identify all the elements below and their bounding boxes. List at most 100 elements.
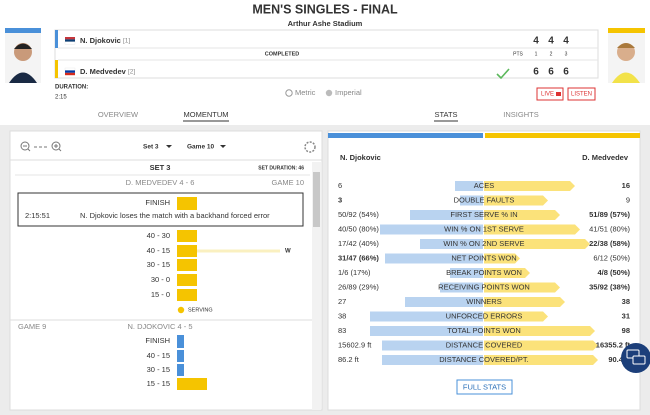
event-text: N. Djokovic loses the match with a backh… — [80, 211, 270, 220]
zoom-control[interactable] — [20, 141, 62, 152]
game-score: D. MEDVEDEV 4 - 6 — [126, 178, 195, 187]
stat-value: 90.4 ft — [608, 355, 630, 364]
settings-icon[interactable] — [304, 141, 316, 153]
player-photo — [608, 28, 645, 83]
player-marker — [55, 60, 58, 78]
title: MEN'S SINGLES - FINAL — [252, 2, 398, 16]
stat-bar — [370, 326, 483, 336]
unit-option[interactable]: Imperial — [335, 88, 362, 97]
stat-bar — [484, 282, 560, 293]
point-score: 30 - 15 — [147, 260, 170, 269]
column-header: 2 — [550, 51, 553, 57]
player-name: N. Djokovic — [80, 36, 121, 45]
stat-value: 3 — [338, 195, 342, 204]
stat-label: DISTANCE COVERED — [446, 340, 523, 349]
button-label[interactable]: LISTEN — [571, 92, 592, 98]
column-header: 3 — [565, 51, 568, 57]
point-bar — [177, 378, 207, 390]
stat-bar — [484, 253, 520, 264]
stat-bar — [460, 195, 483, 206]
stat-bar — [380, 224, 483, 235]
stat-bar — [484, 195, 548, 206]
point-score: 15 - 15 — [147, 379, 170, 388]
stat-value: 26/89 (29%) — [338, 282, 379, 291]
stat-value: 98 — [622, 326, 630, 335]
flag — [64, 37, 76, 45]
point-score: 30 - 15 — [147, 365, 170, 374]
stat-bar — [385, 253, 483, 264]
game-score: N. DJOKOVIC 4 - 5 — [127, 322, 192, 331]
event-time: 2:15:51 — [25, 211, 50, 220]
stat-label: UNFORCED ERRORS — [446, 311, 523, 320]
stat-bar — [370, 311, 483, 322]
momentum-panel — [9, 130, 323, 411]
game-select[interactable]: Game 10 — [187, 144, 214, 151]
stat-bar — [440, 282, 483, 293]
point-score: 40 - 30 — [147, 231, 170, 240]
stat-label: WIN % ON 2ND SERVE — [443, 239, 524, 248]
stat-value: 17/42 (40%) — [338, 239, 379, 248]
player-marker — [55, 30, 58, 48]
tab[interactable]: OVERVIEW — [98, 110, 139, 119]
unit-option[interactable]: Metric — [295, 88, 316, 97]
button-label[interactable]: FULL STATS — [463, 382, 506, 391]
stat-bar — [450, 268, 483, 278]
radio[interactable] — [285, 89, 293, 97]
stat-value: 50/92 (54%) — [338, 210, 379, 219]
stat-value: 38 — [622, 297, 630, 306]
stat-value: 38 — [338, 311, 346, 320]
stat-value: 4/8 (50%) — [597, 268, 630, 277]
set-score: 4 — [563, 36, 569, 47]
stat-value: 15602.9 ft — [338, 340, 372, 349]
stat-bar — [455, 181, 483, 191]
chat-icon[interactable] — [621, 343, 650, 373]
seed: [1] — [123, 38, 130, 45]
tab[interactable]: STATS — [434, 110, 457, 119]
player-name: D. Medvedev — [80, 67, 127, 76]
set-score: 6 — [533, 67, 539, 78]
point-bar — [177, 350, 184, 362]
scrollbar[interactable] — [312, 162, 321, 410]
radio[interactable] — [325, 89, 333, 97]
stat-label: RECEIVING POINTS WON — [438, 282, 530, 291]
stat-label: ACES — [474, 181, 494, 190]
listen-button[interactable] — [567, 87, 596, 101]
stat-label: TOTAL POINTS WON — [447, 326, 521, 335]
serving-label: SERVING — [188, 307, 213, 313]
point-score: 40 - 15 — [147, 246, 170, 255]
stat-bar — [484, 224, 580, 235]
set-select[interactable]: Set 3 — [143, 144, 159, 151]
game-number: GAME 10 — [271, 178, 304, 187]
tab[interactable]: MOMENTUM — [184, 110, 229, 119]
set-score: 6 — [563, 67, 569, 78]
event-box — [17, 192, 304, 227]
winner-check — [496, 68, 510, 80]
match-status: COMPLETED — [265, 51, 300, 57]
stat-value: 83 — [338, 326, 346, 335]
set-duration: SET DURATION: 46 — [258, 165, 304, 171]
stat-bar — [410, 210, 483, 220]
button-label[interactable]: LIVE — [541, 92, 554, 98]
stat-value: 35/92 (38%) — [589, 282, 630, 291]
stat-value: 16 — [622, 181, 630, 190]
flag — [64, 67, 76, 76]
stat-value: 22/38 (58%) — [589, 239, 630, 248]
stat-bar — [382, 340, 483, 351]
stat-bar — [484, 181, 575, 191]
stat-label: BREAK POINTS WON — [446, 268, 522, 277]
set-heading: SET 3 — [150, 163, 171, 172]
stat-value: 27 — [338, 297, 346, 306]
stat-bar — [484, 311, 548, 322]
full-stats-button[interactable] — [456, 379, 513, 395]
stat-value: 31/47 (66%) — [338, 253, 379, 262]
stat-label: DISTANCE COVERED/PT. — [439, 355, 528, 364]
tab[interactable]: INSIGHTS — [503, 110, 538, 119]
player-name: D. Medvedev — [582, 153, 629, 162]
column-header: 1 — [535, 51, 538, 57]
stat-value: 41/51 (80%) — [589, 224, 630, 233]
finish-label: FINISH — [145, 198, 170, 207]
live-button[interactable] — [536, 87, 564, 101]
set-score: 6 — [548, 67, 554, 78]
stat-value: 31 — [622, 311, 630, 320]
player-photo — [5, 28, 41, 83]
